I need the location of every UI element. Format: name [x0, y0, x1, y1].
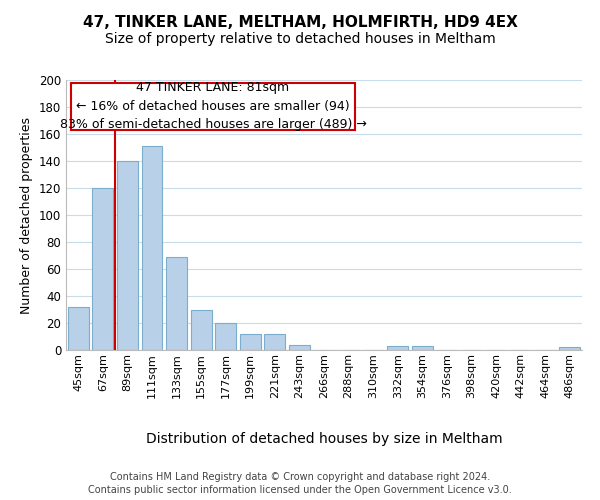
Bar [68, 307, 89, 350]
Text: Contains public sector information licensed under the Open Government Licence v3: Contains public sector information licen… [88, 485, 512, 495]
Bar [92, 188, 113, 350]
Bar [240, 334, 261, 350]
Text: 47 TINKER LANE: 81sqm
← 16% of detached houses are smaller (94)
83% of semi-deta: 47 TINKER LANE: 81sqm ← 16% of detached … [59, 82, 367, 132]
Bar [412, 346, 433, 350]
FancyBboxPatch shape [71, 82, 355, 130]
Text: 47, TINKER LANE, MELTHAM, HOLMFIRTH, HD9 4EX: 47, TINKER LANE, MELTHAM, HOLMFIRTH, HD9… [83, 15, 517, 30]
Bar [117, 161, 138, 350]
Bar [215, 323, 236, 350]
Y-axis label: Number of detached properties: Number of detached properties [20, 116, 33, 314]
Bar [559, 348, 580, 350]
Text: Distribution of detached houses by size in Meltham: Distribution of detached houses by size … [146, 432, 502, 446]
Bar [387, 346, 408, 350]
Text: Size of property relative to detached houses in Meltham: Size of property relative to detached ho… [104, 32, 496, 46]
Bar [265, 334, 286, 350]
Bar [289, 344, 310, 350]
Text: Contains HM Land Registry data © Crown copyright and database right 2024.: Contains HM Land Registry data © Crown c… [110, 472, 490, 482]
Bar [142, 146, 163, 350]
Bar [191, 310, 212, 350]
Bar [166, 257, 187, 350]
